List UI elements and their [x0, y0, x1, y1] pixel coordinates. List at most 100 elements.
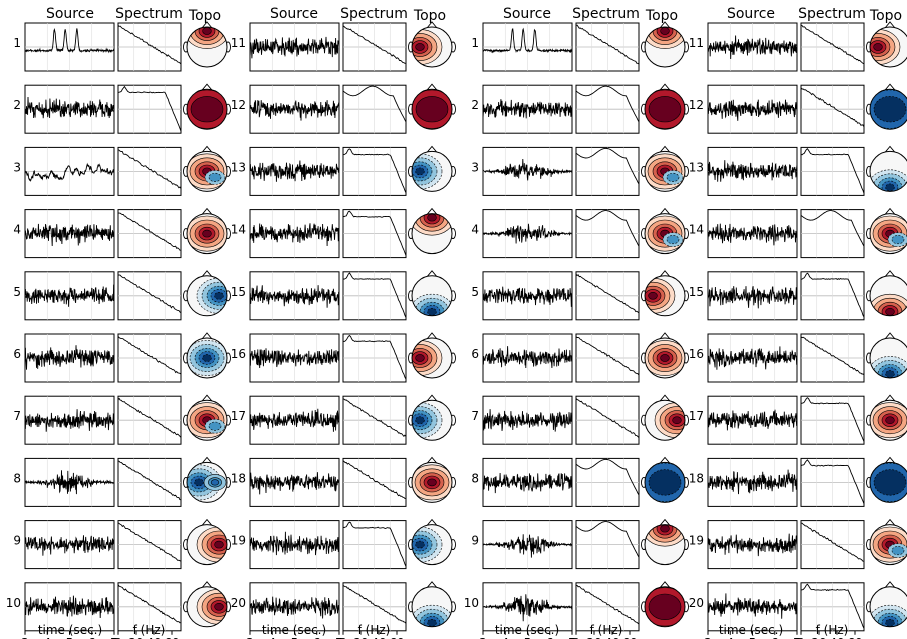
- spectrum-trace: [800, 148, 865, 194]
- component-row-10: 10: [464, 581, 689, 632]
- topo-map: [187, 524, 227, 565]
- topo-head-outline: [869, 150, 907, 192]
- source-trace: [482, 286, 573, 307]
- topo-head-outline: [186, 213, 228, 255]
- component-row-13: 13: [689, 145, 907, 196]
- xlabel-time-col3: time (sec.): [495, 623, 559, 637]
- freq-tick-label: 40: [146, 636, 161, 639]
- component-number: 17: [231, 409, 246, 423]
- component-row-18: 18: [231, 456, 456, 507]
- topo-map: [187, 400, 227, 441]
- topo-map: [187, 151, 227, 192]
- topo-contour: [660, 354, 670, 362]
- time-tick-label: 7: [335, 636, 343, 639]
- header-source-col1: Source: [46, 6, 94, 22]
- component-number: 13: [231, 160, 246, 174]
- topo-nose: [426, 83, 438, 91]
- topo-head-outline: [869, 275, 907, 317]
- component-panels: 1234567891034567020406011121314151617181…: [6, 21, 907, 639]
- spectrum-trace: [342, 272, 407, 318]
- topo-contour: [214, 602, 224, 611]
- topo-contour: [873, 43, 883, 51]
- component-row-8: 8: [471, 456, 689, 507]
- freq-tick-label: 60: [847, 636, 862, 639]
- spectrum-trace: [575, 336, 640, 376]
- time-tick-label: 3: [246, 636, 254, 639]
- topo-contour: [648, 469, 682, 496]
- topo-contour: [885, 307, 895, 316]
- topo-map: [412, 400, 452, 441]
- topo-map: [412, 462, 452, 503]
- freq-tick-label: 0: [572, 636, 580, 639]
- spectrum-trace: [342, 398, 407, 437]
- topo-head-outline: [411, 461, 453, 503]
- component-row-14: 14: [689, 207, 907, 259]
- topo-head-outline: [186, 150, 228, 192]
- source-trace: [249, 100, 340, 121]
- topo-head-outline: [411, 213, 453, 255]
- topo-head-outline: [644, 275, 686, 317]
- component-number: 16: [689, 347, 704, 361]
- topo-contour: [427, 307, 437, 316]
- topo-head-outline: [186, 337, 228, 379]
- spectrum-trace: [117, 336, 182, 375]
- topo-contour: [885, 416, 895, 425]
- topo-map: [870, 400, 907, 441]
- xlabel-freq-col4: f (Hz): [816, 623, 849, 637]
- xlabel-time-col1: time (sec.): [38, 623, 102, 637]
- spectrum-trace: [342, 521, 407, 567]
- topo-contour: [891, 235, 905, 245]
- component-number: 14: [689, 223, 704, 237]
- spectrum-trace: [575, 210, 640, 247]
- topo-contour: [666, 172, 680, 182]
- topo-head-outline: [869, 26, 907, 68]
- source-trace: [24, 223, 115, 247]
- component-row-18: 18: [689, 456, 907, 507]
- component-row-13: 13: [231, 145, 456, 196]
- freq-tick-label: 40: [371, 636, 386, 639]
- spectrum-trace: [800, 87, 865, 128]
- source-trace: [24, 96, 115, 119]
- source-trace: [249, 348, 340, 369]
- topo-head-outline: [644, 213, 686, 255]
- topo-nose: [201, 145, 213, 153]
- source-trace: [707, 286, 798, 309]
- topo-nose: [426, 21, 438, 29]
- component-number: 7: [13, 409, 21, 423]
- source-trace: [24, 28, 115, 54]
- source-trace: [482, 472, 573, 494]
- topo-contour: [873, 469, 907, 496]
- topo-contour: [210, 479, 220, 486]
- topo-nose: [884, 145, 896, 153]
- header-spectrum-col1: Spectrum: [115, 6, 183, 22]
- component-row-5: 5: [471, 270, 689, 321]
- topo-contour: [415, 540, 425, 549]
- axis-labels: time (sec.) f (Hz) time (sec.) f (Hz) ti…: [38, 623, 849, 637]
- freq-tick-label: 40: [604, 636, 619, 639]
- topo-head-outline: [186, 88, 228, 130]
- component-row-15: 15: [689, 270, 907, 321]
- column-headers: Source Spectrum Topo Source Spectrum Top…: [46, 6, 902, 24]
- topo-nose: [884, 456, 896, 464]
- topo-head-outline: [411, 150, 453, 192]
- component-number: 8: [13, 471, 21, 485]
- component-number: 9: [13, 534, 21, 548]
- freq-tick-label: 20: [586, 636, 601, 639]
- spectrum-trace: [342, 148, 407, 193]
- component-row-4: 4: [13, 207, 231, 259]
- time-tick-label: 6: [88, 636, 96, 639]
- topo-nose: [659, 581, 671, 589]
- topo-contour: [214, 291, 224, 300]
- spectrum-trace: [117, 149, 182, 189]
- component-number: 20: [689, 596, 704, 610]
- topo-contour: [208, 421, 222, 431]
- topo-head-outline: [411, 524, 453, 566]
- freq-tick-label: 0: [114, 636, 122, 639]
- component-row-3: 3: [13, 145, 231, 196]
- topo-head-outline: [869, 524, 907, 566]
- component-row-11: 11: [231, 21, 456, 72]
- source-trace: [24, 409, 115, 432]
- time-tick-label: 4: [43, 636, 51, 639]
- time-tick-label: 6: [313, 636, 321, 639]
- spectrum-trace: [801, 522, 864, 562]
